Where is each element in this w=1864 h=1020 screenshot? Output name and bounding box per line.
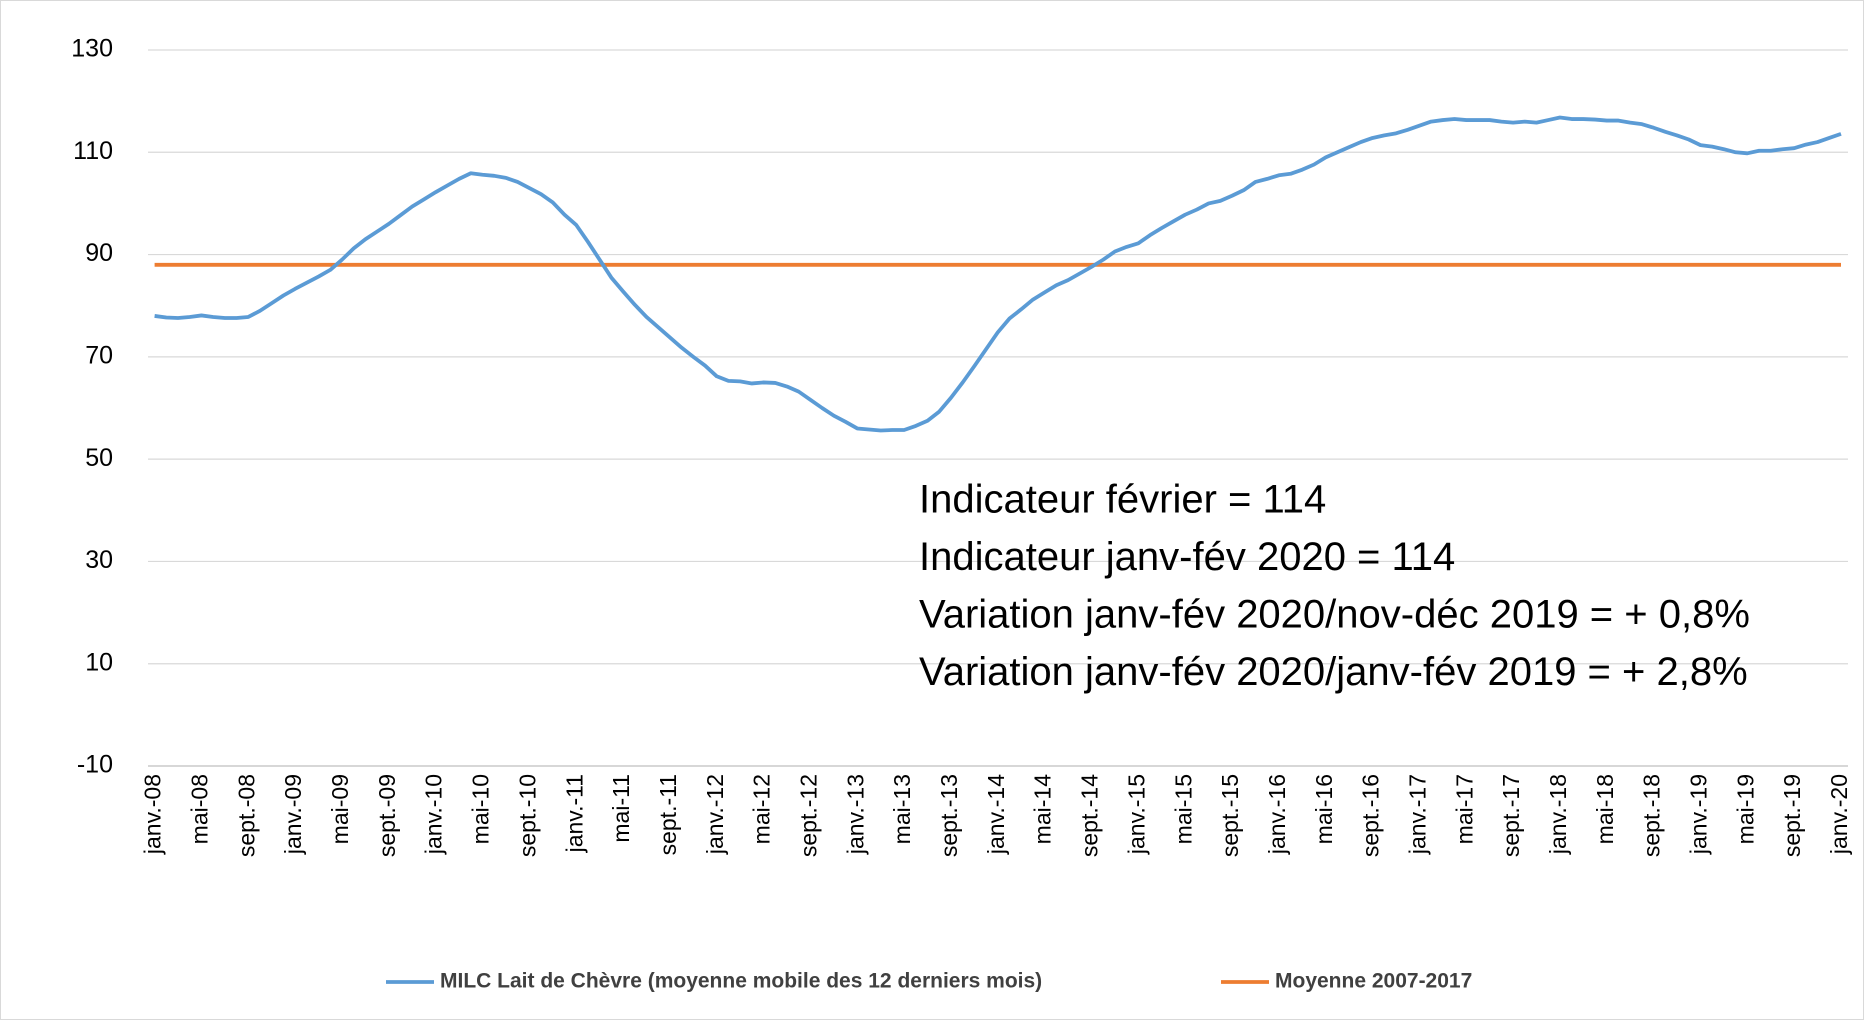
- x-tick-label: janv.-14: [983, 774, 1009, 855]
- annotation: Variation janv-fév 2020/nov-déc 2019 = +…: [919, 593, 1750, 637]
- x-tick-label: mai-15: [1170, 774, 1196, 844]
- y-tick-label: -10: [77, 751, 113, 779]
- x-tick-label: janv.-12: [702, 774, 728, 855]
- x-tick-label: janv.-13: [842, 774, 868, 855]
- x-tick-label: janv.-17: [1404, 774, 1430, 855]
- x-tick-label: sept.-18: [1639, 774, 1665, 857]
- x-tick-label: mai-10: [468, 774, 494, 844]
- x-tick-label: mai-18: [1592, 774, 1618, 844]
- x-tick-label: janv.-16: [1264, 774, 1290, 855]
- x-tick-label: janv.-19: [1686, 774, 1712, 855]
- x-tick-label: sept.-13: [936, 774, 962, 857]
- x-tick-label: sept.-15: [1217, 774, 1243, 857]
- x-tick-label: sept.-09: [374, 774, 400, 857]
- x-tick-label: mai-19: [1732, 774, 1758, 844]
- x-tick-label: janv.-20: [1826, 774, 1852, 855]
- x-tick-label: janv.-11: [561, 774, 587, 853]
- x-tick-label: sept.-12: [796, 774, 822, 857]
- annotation: Indicateur février = 114: [919, 478, 1326, 522]
- x-tick-label: sept.-17: [1498, 774, 1524, 857]
- x-tick-label: janv.-15: [1123, 774, 1149, 855]
- y-tick-label: 110: [73, 137, 113, 165]
- x-tick-label: mai-14: [1030, 774, 1056, 845]
- y-tick-label: 130: [71, 35, 113, 63]
- y-tick-label: 70: [85, 341, 113, 369]
- legend-label: Moyenne 2007-2017: [1275, 970, 1472, 993]
- y-tick-label: 90: [85, 239, 113, 267]
- annotation: Variation janv-fév 2020/janv-fév 2019 = …: [919, 650, 1748, 694]
- y-tick-label: 30: [85, 546, 113, 574]
- y-tick-label: 10: [85, 648, 113, 676]
- x-tick-label: janv.-08: [140, 774, 166, 855]
- x-tick-label: sept.-11: [655, 774, 681, 855]
- annotation: Indicateur janv-fév 2020 = 114: [919, 535, 1455, 579]
- x-tick-label: mai-08: [187, 774, 213, 844]
- x-tick-label: janv.-18: [1545, 774, 1571, 855]
- x-tick-label: janv.-10: [421, 774, 447, 855]
- x-tick-label: sept.-10: [514, 774, 540, 857]
- x-tick-label: sept.-16: [1358, 774, 1384, 857]
- x-tick-label: sept.-08: [233, 774, 259, 857]
- x-tick-label: sept.-19: [1779, 774, 1805, 857]
- x-tick-label: mai-13: [889, 774, 915, 844]
- x-tick-label: mai-09: [327, 774, 353, 844]
- x-tick-label: mai-17: [1451, 774, 1477, 844]
- x-tick-label: mai-16: [1311, 774, 1337, 844]
- series-line: [154, 115, 1842, 433]
- x-tick-label: mai-12: [749, 774, 775, 844]
- x-tick-label: mai-11: [608, 774, 634, 843]
- x-tick-label: sept.-14: [1077, 774, 1103, 857]
- legend-label: MILC Lait de Chèvre (moyenne mobile des …: [440, 970, 1042, 993]
- x-tick-label: janv.-09: [280, 774, 306, 855]
- y-tick-label: 50: [85, 444, 113, 472]
